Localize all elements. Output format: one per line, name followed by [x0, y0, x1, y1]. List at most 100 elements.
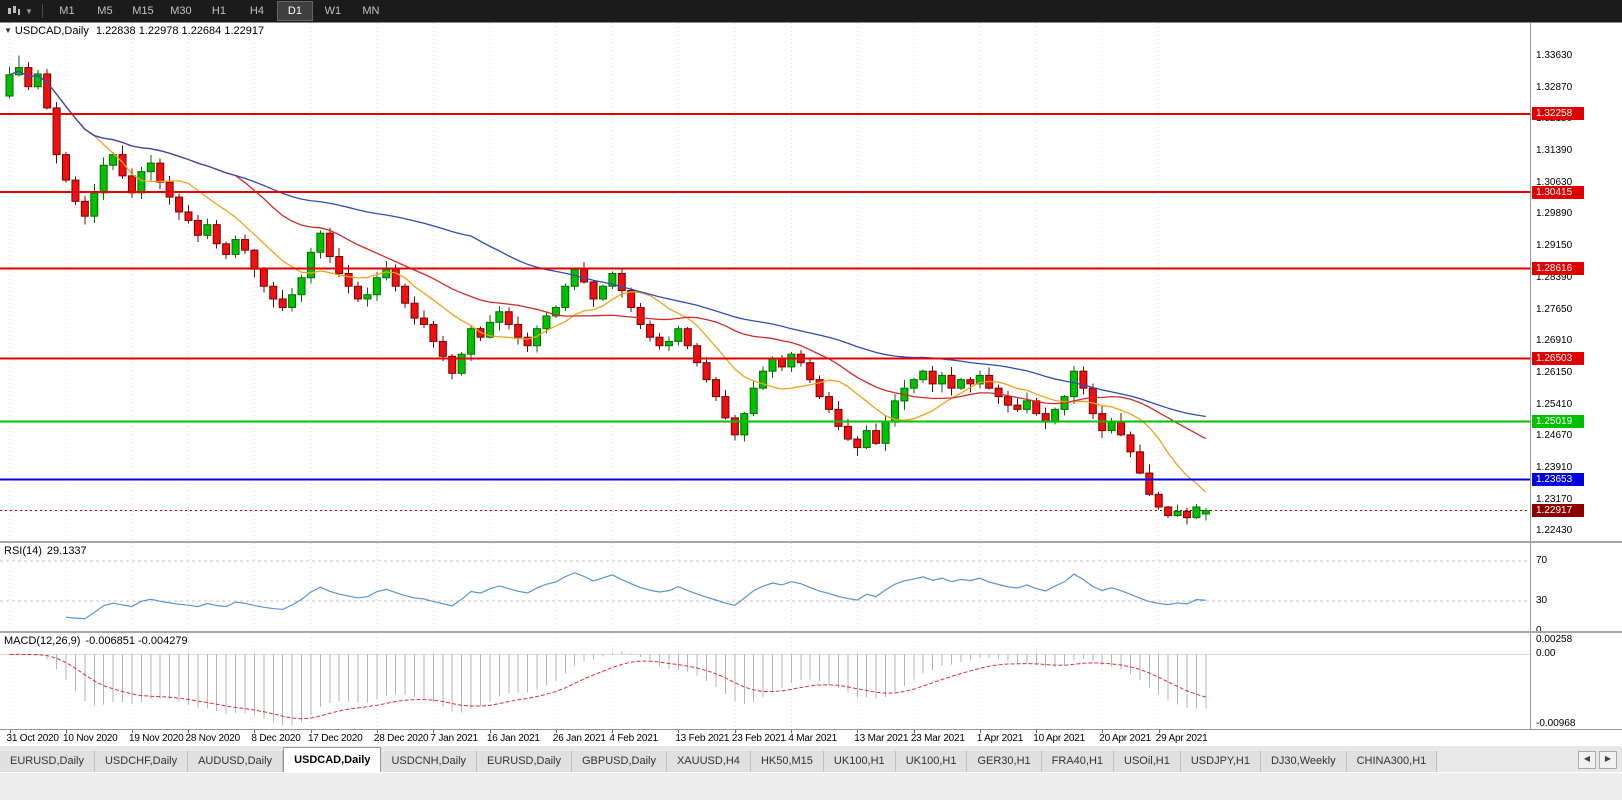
- price-axis[interactable]: 1.336301.328701.321501.313901.306301.298…: [1530, 23, 1622, 729]
- status-bar: [0, 772, 1622, 800]
- chart-tab-eurusd-daily[interactable]: EURUSD,Daily: [477, 751, 572, 772]
- chart-tab-usoil-h1[interactable]: USOil,H1: [1114, 751, 1181, 772]
- chart-tab-audusd-daily[interactable]: AUDUSD,Daily: [188, 751, 284, 772]
- price-chart-panel[interactable]: ▼ USDCAD,Daily 1.22838 1.22978 1.22684 1.2…: [0, 23, 1530, 541]
- time-tick: [913, 730, 915, 733]
- timeframe-button-m30[interactable]: M30: [170, 5, 192, 17]
- rsi-panel[interactable]: RSI(14) 29.1337: [0, 543, 1530, 631]
- price-tick: 1.24670: [1536, 430, 1573, 442]
- level-price-badge: 1.30415: [1532, 185, 1584, 199]
- date-label: 1 Apr 2021: [976, 733, 1024, 744]
- time-tick: [857, 730, 859, 733]
- timeframe-button-m5[interactable]: M5: [97, 5, 113, 17]
- timeframe-toolbar: ▼ M1 M5 M15 M30 H1 H4 D1 W1 MN: [0, 0, 1622, 22]
- chart-tab-xauusd-h4[interactable]: XAUUSD,H4: [666, 751, 751, 772]
- chart-tab-usdcad-daily[interactable]: USDCAD,Daily: [283, 747, 382, 772]
- rsi-label: RSI(14) 29.1337: [4, 545, 87, 557]
- rsi-chart[interactable]: [0, 543, 1530, 631]
- time-tick: [9, 730, 11, 733]
- price-tick: 0: [1536, 625, 1542, 637]
- date-label: 31 Oct 2020: [6, 733, 59, 744]
- price-tick: 1.26910: [1536, 335, 1573, 347]
- date-label: 7 Jan 2021: [430, 733, 478, 744]
- chart-tab-ger30-h1[interactable]: GER30,H1: [967, 751, 1042, 772]
- chart-tab-uk100-h1[interactable]: UK100,H1: [823, 751, 896, 772]
- chart-tab-eurusd-daily[interactable]: EURUSD,Daily: [0, 751, 95, 772]
- timeframe-button-d1[interactable]: D1: [276, 1, 313, 21]
- tabs-scroll-left-icon[interactable]: ◀: [1578, 751, 1596, 769]
- date-label: 8 Dec 2020: [251, 733, 301, 744]
- time-tick: [1036, 730, 1038, 733]
- time-tick: [1158, 730, 1160, 733]
- level-price-badge: 1.23653: [1532, 472, 1584, 486]
- tab-scroll-controls: ◀ ▶: [1573, 751, 1622, 772]
- time-tick: [66, 730, 68, 733]
- timeframe-button-h1[interactable]: H1: [211, 5, 226, 17]
- time-tick: [310, 730, 312, 733]
- panel-divider[interactable]: [0, 541, 1622, 543]
- chart-tab-fra40-h1[interactable]: FRA40,H1: [1041, 751, 1115, 772]
- timeframe-button-h4[interactable]: H4: [249, 5, 264, 17]
- date-label: 13 Feb 2021: [675, 733, 730, 744]
- price-tick: 30: [1536, 595, 1548, 606]
- chart-tabs-bar: EURUSD,Daily USDCHF,Daily AUDUSD,Daily USDC…: [0, 745, 1622, 772]
- date-label: 17 Dec 2020: [307, 733, 363, 744]
- panel-divider[interactable]: [0, 631, 1622, 633]
- time-axis[interactable]: 31 Oct 2020 10 Nov 2020 19 Nov 2020 28 Nov …: [0, 729, 1622, 746]
- timeframe-button-m15[interactable]: M15: [132, 5, 154, 17]
- toolbar-separator: [41, 4, 43, 18]
- price-tick: 1.25410: [1536, 398, 1573, 410]
- price-tick: 1.29150: [1536, 239, 1573, 251]
- time-tick: [131, 730, 133, 733]
- candlestick-chart[interactable]: [0, 23, 1530, 541]
- chart-tab-gbpusd-daily[interactable]: GBPUSD,Daily: [572, 751, 667, 772]
- time-tick: [433, 730, 435, 733]
- date-label: 10 Apr 2021: [1033, 733, 1086, 744]
- price-tick: -0.00968: [1536, 717, 1576, 729]
- chart-tab-hk50-m15[interactable]: HK50,M15: [750, 751, 824, 772]
- price-tick: 1.26150: [1536, 367, 1573, 379]
- date-label: 20 Apr 2021: [1099, 733, 1151, 744]
- time-tick: [376, 730, 378, 733]
- time-tick: [678, 730, 680, 733]
- price-tick: 1.29890: [1536, 208, 1573, 220]
- rsi-name: RSI(14): [4, 545, 42, 557]
- level-price-badge: 1.28616: [1532, 262, 1584, 276]
- price-tick: 70: [1536, 555, 1548, 566]
- chart-tab-usdchf-daily[interactable]: USDCHF,Daily: [94, 751, 189, 772]
- chart-tab-china300-h1[interactable]: CHINA300,H1: [1346, 751, 1438, 772]
- date-label: 23 Feb 2021: [731, 733, 786, 744]
- tabs-scroll-right-icon[interactable]: ▶: [1599, 751, 1617, 769]
- chart-tab-usdcnh-daily[interactable]: USDCNH,Daily: [381, 751, 478, 772]
- chart-tab-uk100-h1[interactable]: UK100,H1: [895, 751, 968, 772]
- timeframe-button-mn[interactable]: MN: [362, 5, 380, 17]
- macd-chart[interactable]: [0, 633, 1530, 729]
- date-label: 13 Mar 2021: [854, 733, 909, 744]
- chart-type-icon[interactable]: [4, 3, 24, 19]
- timeframe-button-w1[interactable]: W1: [324, 5, 342, 17]
- date-label: 28 Dec 2020: [373, 733, 429, 744]
- chart-symbol: USDCAD,Daily: [14, 25, 89, 37]
- timeframe-button-m1[interactable]: M1: [59, 5, 75, 17]
- candles-glyph: [8, 6, 20, 15]
- date-label: 19 Nov 2020: [128, 733, 184, 744]
- date-label: 4 Mar 2021: [788, 733, 837, 744]
- price-tick: 1.23170: [1536, 493, 1573, 505]
- level-price-badge: 1.22917: [1532, 504, 1584, 518]
- macd-signal-line: [9, 653, 1206, 720]
- time-tick: [791, 730, 793, 733]
- price-tick: 1.31390: [1536, 144, 1573, 156]
- time-tick: [612, 730, 614, 733]
- chart-tab-dj30-weekly[interactable]: DJ30,Weekly: [1260, 751, 1347, 772]
- date-label: 4 Feb 2021: [609, 733, 658, 744]
- chart-ohlc-quote: 1.22838 1.22978 1.22684 1.22917: [95, 25, 265, 37]
- candles: [5, 55, 1210, 525]
- chart-menu-caret-icon[interactable]: ▼: [25, 6, 33, 16]
- time-tick: [489, 730, 491, 733]
- chart-tab-usdjpy-h1[interactable]: USDJPY,H1: [1180, 751, 1261, 772]
- date-label: 10 Nov 2020: [63, 733, 118, 744]
- time-tick: [979, 730, 981, 733]
- price-tick: 1.32870: [1536, 81, 1573, 93]
- macd-panel[interactable]: MACD(12,26,9) -0.006851 -0.004279: [0, 633, 1530, 729]
